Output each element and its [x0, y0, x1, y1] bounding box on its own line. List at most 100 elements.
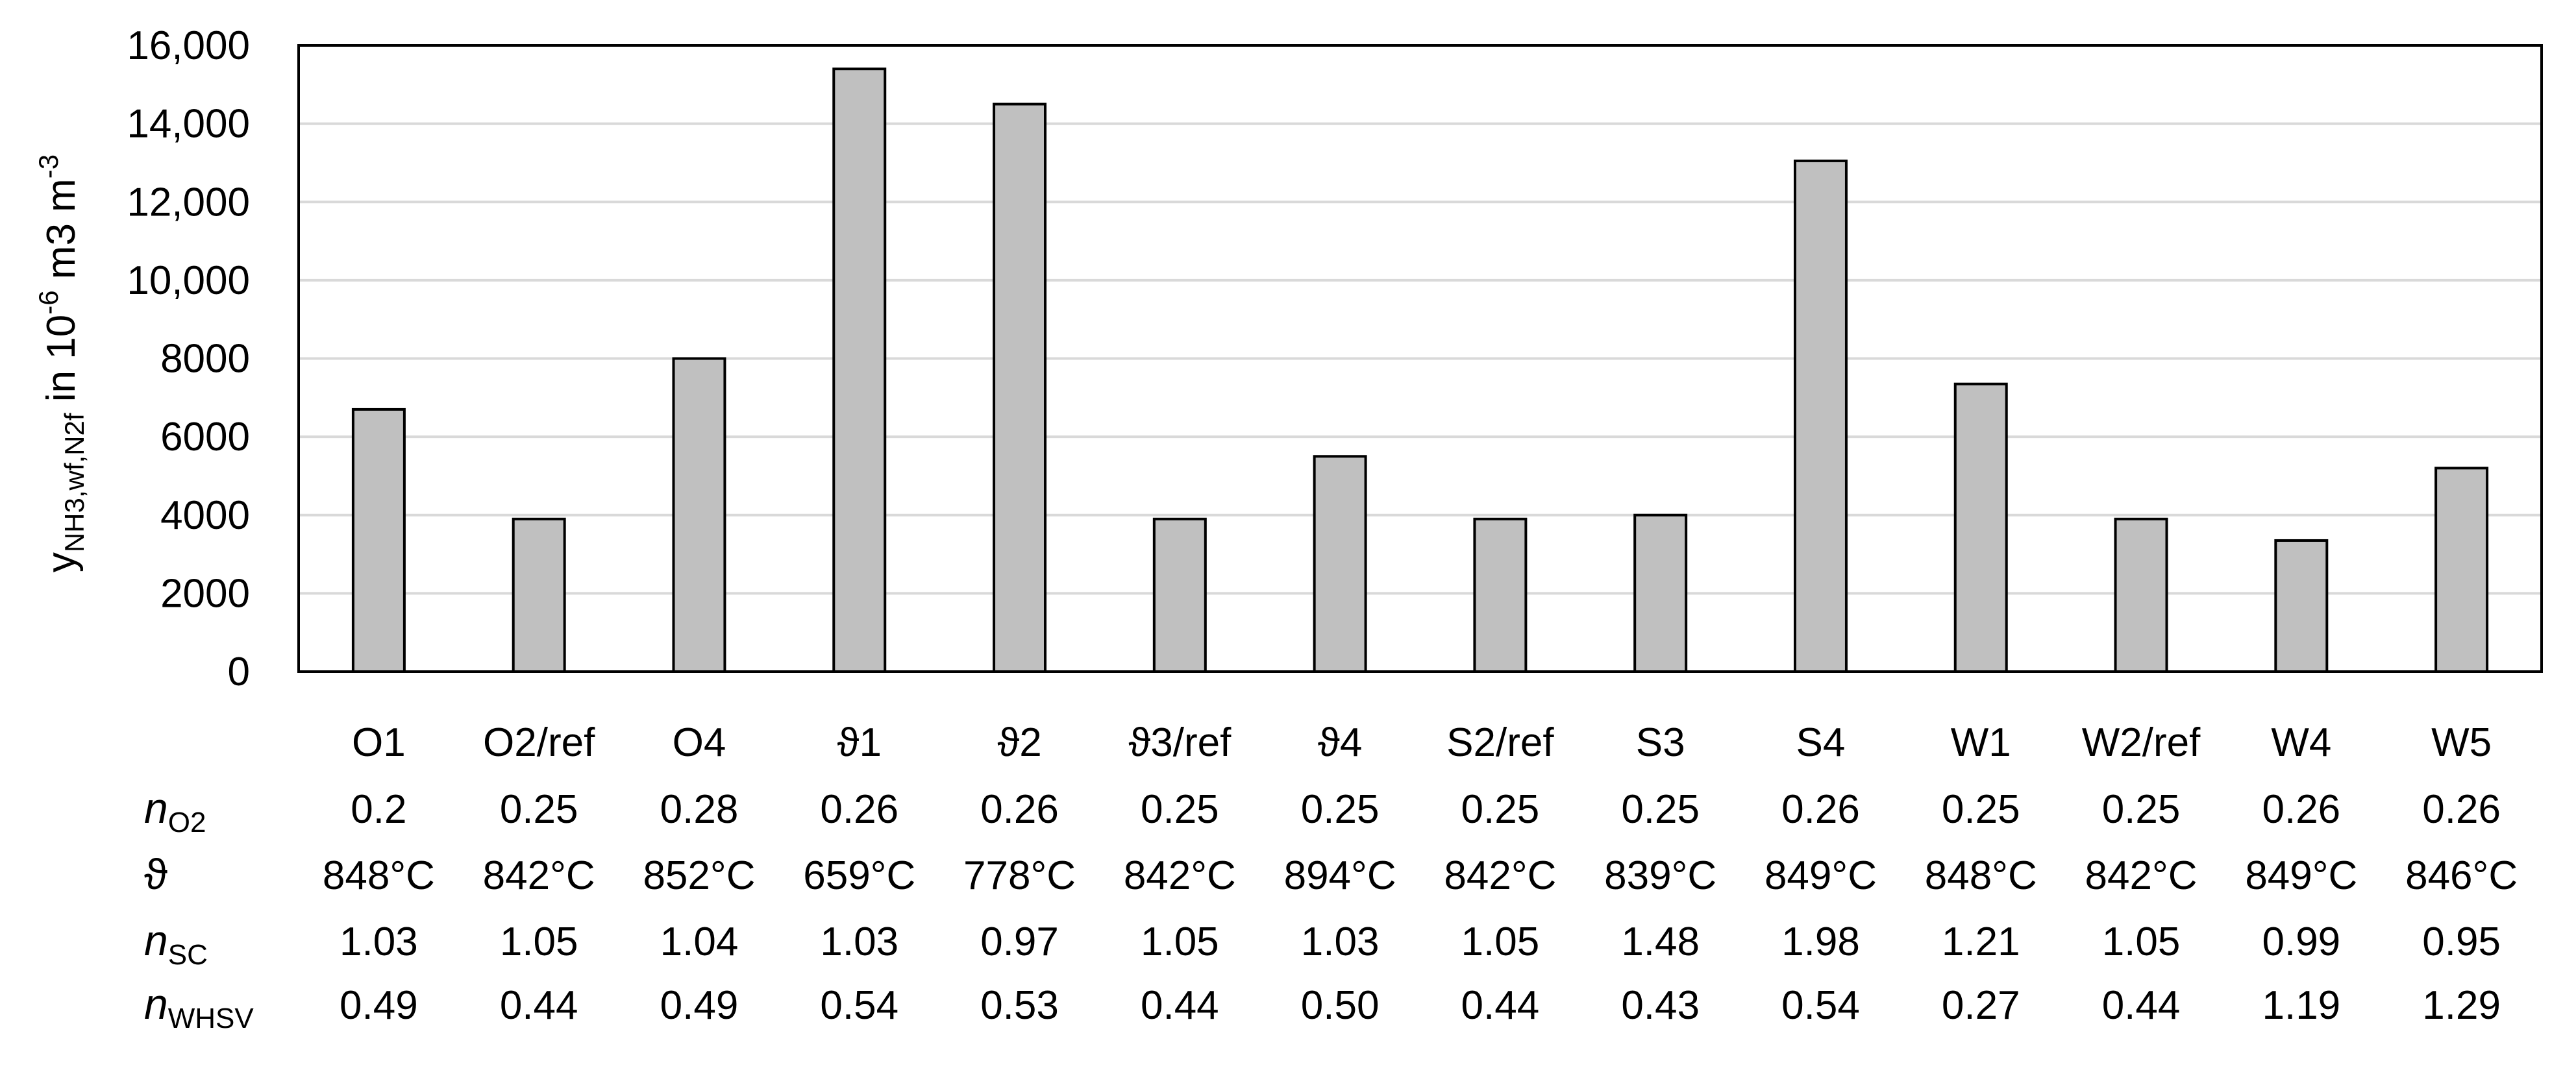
table-cell: 848°C	[323, 853, 435, 898]
table-cell: 0.26	[980, 787, 1059, 832]
category-label: ϑ4	[1318, 720, 1362, 765]
table-cell: 0.95	[2422, 920, 2501, 964]
y-tick-label: 2000	[160, 571, 250, 616]
y-tick-label: 4000	[160, 493, 250, 538]
bar	[993, 103, 1047, 673]
table-cell: 0.26	[1781, 787, 1860, 832]
table-cell: 0.44	[1461, 983, 1540, 1028]
bar	[2274, 539, 2329, 673]
table-cell: 0.27	[1942, 983, 2020, 1028]
bar	[1152, 517, 1207, 673]
table-cell: 0.44	[2102, 983, 2181, 1028]
y-tick-label: 10,000	[127, 258, 250, 303]
table-cell: 0.28	[660, 787, 739, 832]
table-row-label: nO2	[144, 784, 206, 838]
bar	[2114, 517, 2168, 673]
category-label: S2/ref	[1446, 720, 1554, 765]
category-label: O4	[673, 720, 726, 765]
table-cell: 0.53	[980, 983, 1059, 1028]
table-cell: 0.25	[1461, 787, 1540, 832]
parameter-table: nO2 0.2 0.25 0.28 0.26 0.26 0.25 0.25 0.25 0.25 0.…	[144, 784, 2518, 1034]
table-cell: 0.26	[820, 787, 898, 832]
category-label: S3	[1636, 720, 1685, 765]
table-cell: 0.44	[1141, 983, 1219, 1028]
category-label: W1	[1951, 720, 2011, 765]
table-row-label: ϑ	[144, 850, 167, 898]
y-tick-label: 16,000	[127, 23, 250, 68]
bar	[1953, 382, 2008, 673]
table-cell: 1.05	[1461, 920, 1540, 964]
table-cell: 846°C	[2405, 853, 2518, 898]
table-cell: 0.49	[660, 983, 739, 1028]
bar	[1793, 159, 1848, 673]
table-cell: 0.25	[1141, 787, 1219, 832]
bar	[672, 357, 726, 673]
y-tick-label: 0	[228, 650, 250, 694]
table-cell: 1.05	[1141, 920, 1219, 964]
table-cell: 1.19	[2262, 983, 2340, 1028]
category-label: ϑ2	[997, 720, 1041, 765]
table-cell: 1.03	[1301, 920, 1380, 964]
y-axis-label: yNH3,wf,N2f in 10-6 m3 m-3	[33, 154, 90, 572]
table-cell: 842°C	[2085, 853, 2198, 898]
table-cell: 0.25	[500, 787, 578, 832]
bar	[2434, 467, 2489, 673]
table-cell: 849°C	[1765, 853, 1877, 898]
table-cell: 0.49	[340, 983, 418, 1028]
category-label: W2/ref	[2082, 720, 2201, 765]
table-cell: 1.98	[1781, 920, 1860, 964]
bar	[1313, 455, 1367, 673]
table-row-label: nWHSV	[144, 980, 254, 1034]
table-cell: 0.26	[2262, 787, 2340, 832]
bar	[1473, 517, 1528, 673]
table-cell: 894°C	[1284, 853, 1396, 898]
y-tick-label: 12,000	[127, 180, 250, 225]
table-cell: 848°C	[1925, 853, 2037, 898]
category-label: O1	[352, 720, 406, 765]
table-cell: 849°C	[2245, 853, 2357, 898]
table-cell: 0.25	[1301, 787, 1380, 832]
table-cell: 1.21	[1942, 920, 2020, 964]
category-label: W5	[2431, 720, 2492, 765]
table-cell: 0.25	[1621, 787, 1700, 832]
bar	[832, 67, 887, 673]
plot-frame	[297, 44, 2543, 673]
table-cell: 0.50	[1301, 983, 1380, 1028]
category-label: ϑ1	[837, 720, 882, 765]
bars	[351, 67, 2489, 673]
table-cell: 0.43	[1621, 983, 1700, 1028]
table-cell: 0.99	[2262, 920, 2340, 964]
category-label: O2/ref	[483, 720, 595, 765]
table-cell: 659°C	[803, 853, 915, 898]
table-cell: 1.03	[820, 920, 898, 964]
table-cell: 852°C	[643, 853, 755, 898]
y-tick-labels: 0 2000 4000 6000 8000 10,000 12,000 14,000 16,00…	[127, 23, 250, 694]
table-cell: 842°C	[483, 853, 595, 898]
table-cell: 1.04	[660, 920, 739, 964]
table-cell: 1.03	[340, 920, 418, 964]
table-cell: 0.25	[2102, 787, 2181, 832]
table-cell: 1.48	[1621, 920, 1700, 964]
category-label: W4	[2271, 720, 2331, 765]
table-cell: 778°C	[963, 853, 1076, 898]
table-cell: 839°C	[1604, 853, 1716, 898]
table-cell: 0.97	[980, 920, 1059, 964]
category-label: ϑ3/ref	[1128, 720, 1232, 765]
table-cell: 0.26	[2422, 787, 2501, 832]
bar	[512, 517, 566, 673]
table-cell: 0.44	[500, 983, 578, 1028]
table-cell: 1.29	[2422, 983, 2501, 1028]
gridlines	[299, 122, 2542, 595]
table-cell: 0.54	[1781, 983, 1860, 1028]
bar	[1633, 513, 1688, 673]
table-row-label: nSC	[144, 916, 208, 971]
table-cell: 842°C	[1124, 853, 1236, 898]
category-label: S4	[1796, 720, 1846, 765]
y-tick-label: 6000	[160, 415, 250, 459]
bar	[351, 408, 406, 673]
y-tick-label: 8000	[160, 337, 250, 382]
table-cell: 842°C	[1444, 853, 1556, 898]
category-labels: O1 O2/ref O4 ϑ1 ϑ2 ϑ3/ref ϑ4 S2/ref S3 S4 W1 W2/ref…	[352, 720, 2492, 765]
table-cell: 0.54	[820, 983, 898, 1028]
